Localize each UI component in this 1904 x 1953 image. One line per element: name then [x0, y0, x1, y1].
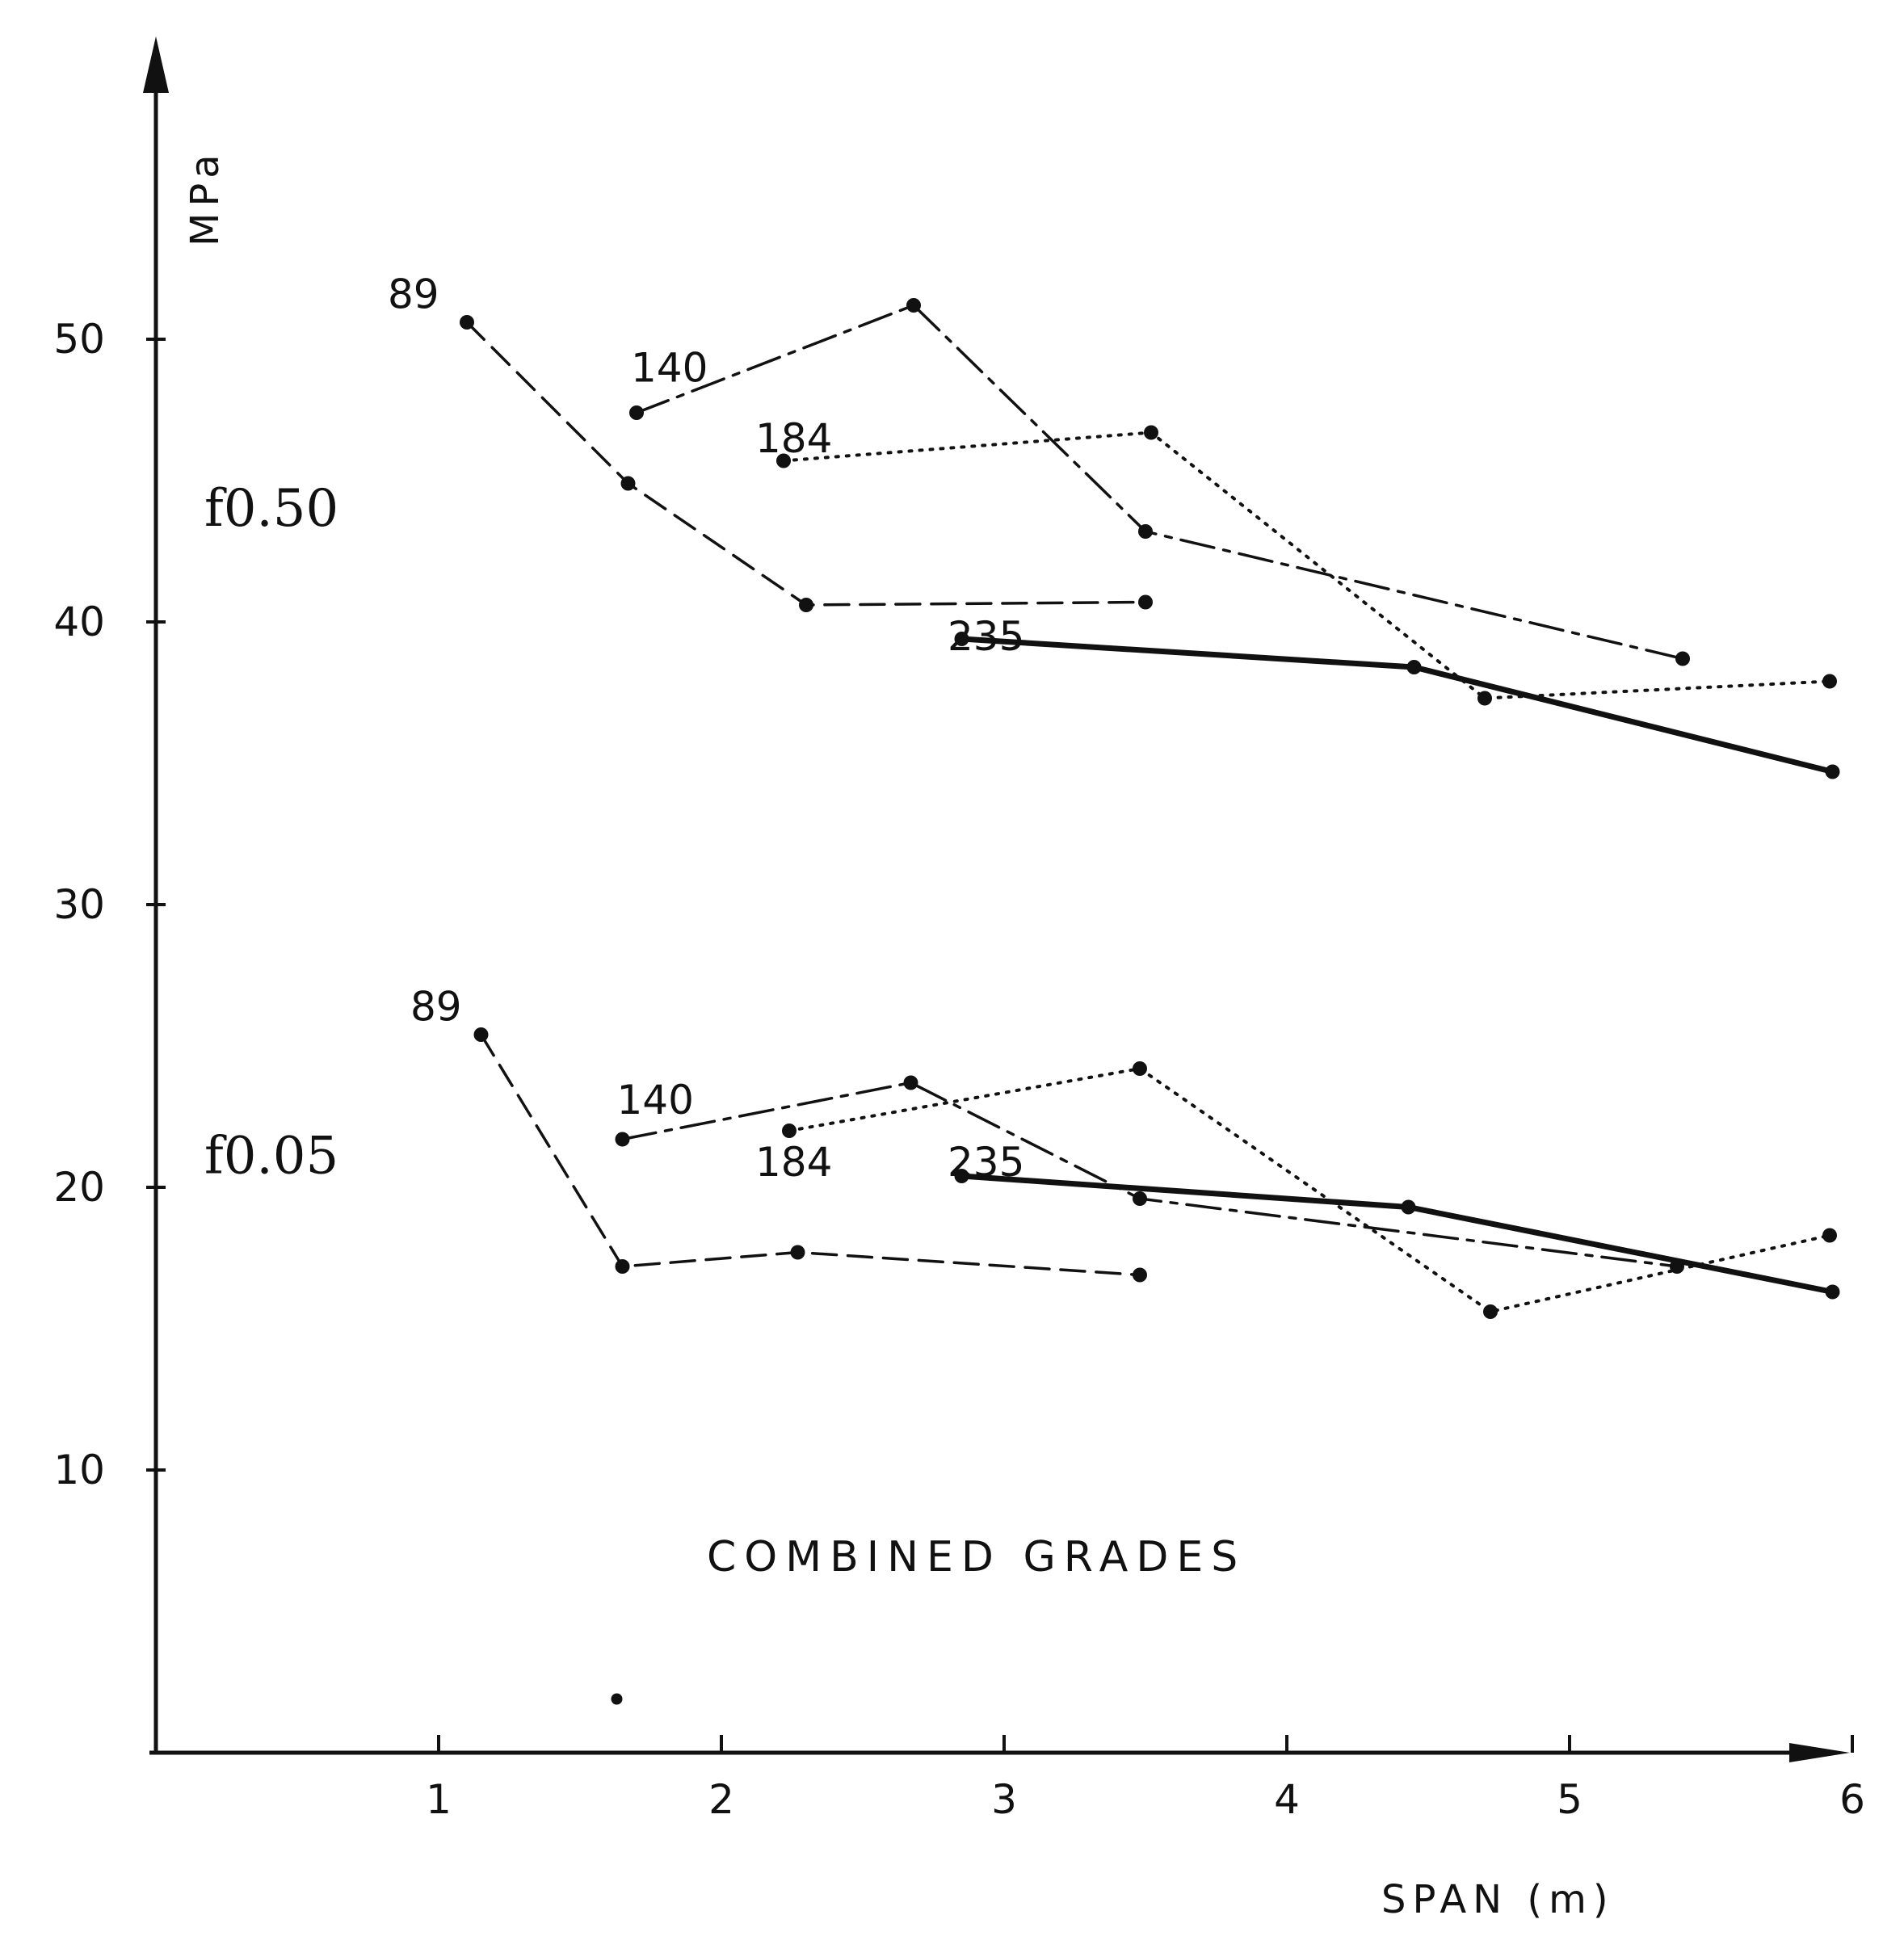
series-line-f050-235 — [959, 636, 1835, 775]
series-label-f005-89: 89 — [410, 984, 462, 1031]
ticks: 1 2 3 4 5 6 10 20 30 40 50 — [53, 316, 1865, 1823]
data-point-f050-140 — [629, 405, 644, 420]
y-axis-arrow-icon — [143, 36, 169, 93]
series-label-f050-89: 89 — [388, 271, 439, 318]
data-points — [460, 298, 1840, 1705]
data-point-f050-184 — [1144, 425, 1158, 440]
data-point-f050-89 — [460, 315, 474, 330]
data-point-f005-184 — [782, 1124, 796, 1138]
x-tick-label: 1 — [426, 1776, 452, 1823]
stray-point — [611, 1693, 623, 1705]
data-point-f005-89 — [790, 1245, 805, 1260]
data-point-f005-89 — [473, 1027, 489, 1042]
series-line-f050-89 — [465, 321, 1147, 607]
data-point-f005-140 — [615, 1132, 630, 1147]
series-label-f050-140: 140 — [631, 345, 708, 392]
data-point-f005-140 — [1133, 1191, 1147, 1206]
data-point-f050-89 — [799, 598, 813, 612]
data-point-f005-184 — [1133, 1061, 1147, 1076]
data-point-f050-140 — [1675, 651, 1690, 666]
data-point-f005-89 — [1133, 1267, 1147, 1283]
series-label-f050-184: 184 — [755, 415, 832, 462]
series-label-f005-140: 140 — [617, 1077, 694, 1124]
data-point-f050-140 — [906, 298, 921, 313]
data-point-f005-235 — [1401, 1199, 1416, 1215]
data-point-f050-184 — [1477, 691, 1492, 706]
data-point-f050-140 — [1138, 524, 1153, 539]
group-label-f050: f0.50 — [204, 479, 338, 539]
x-tick-label: 6 — [1839, 1776, 1865, 1823]
series-line-f005-235 — [959, 1173, 1835, 1295]
data-point-f005-184 — [1822, 1228, 1837, 1243]
data-point-f005-235 — [954, 1169, 969, 1183]
series-lines — [465, 304, 1835, 1313]
series-label-f050-235: 235 — [948, 613, 1024, 660]
series-line-f005-140 — [620, 1081, 1679, 1268]
labels: MPa SPAN (m) COMBINED GRADES 89140184235… — [183, 148, 1615, 1922]
data-point-f050-184 — [1822, 674, 1837, 689]
x-tick-label: 2 — [708, 1776, 734, 1823]
data-point-f050-89 — [1138, 594, 1153, 610]
data-point-f005-140 — [903, 1075, 918, 1090]
x-axis-arrow-icon — [1789, 1743, 1850, 1762]
series-line-f050-140 — [635, 304, 1684, 661]
series-label-f005-235: 235 — [948, 1139, 1024, 1186]
series-line-f005-184 — [788, 1067, 1831, 1313]
y-tick-label: 30 — [53, 881, 105, 928]
y-tick-label: 50 — [53, 316, 105, 363]
y-axis-label: MPa — [183, 148, 228, 246]
data-point-f050-89 — [620, 476, 636, 491]
series-line-f050-184 — [782, 430, 1831, 700]
data-point-f005-140 — [1670, 1259, 1684, 1274]
data-point-f050-235 — [1825, 764, 1840, 779]
x-tick-label: 5 — [1557, 1776, 1582, 1823]
y-tick-label: 20 — [53, 1164, 105, 1211]
x-tick-label: 3 — [991, 1776, 1017, 1823]
data-point-f050-235 — [954, 632, 969, 646]
series-label-f005-184: 184 — [755, 1139, 832, 1186]
data-point-f005-89 — [615, 1259, 630, 1274]
y-tick-label: 10 — [53, 1447, 105, 1493]
chart-title: COMBINED GRADES — [707, 1533, 1246, 1581]
data-point-f050-184 — [776, 453, 791, 468]
group-label-f005: f0.05 — [204, 1127, 338, 1186]
y-tick-label: 40 — [53, 598, 105, 645]
data-point-f005-184 — [1483, 1304, 1498, 1319]
x-tick-label: 4 — [1274, 1776, 1300, 1823]
x-axis-label: SPAN (m) — [1381, 1877, 1615, 1922]
data-point-f005-235 — [1825, 1284, 1840, 1300]
data-point-f050-235 — [1406, 660, 1422, 674]
series-line-f005-89 — [479, 1033, 1141, 1277]
